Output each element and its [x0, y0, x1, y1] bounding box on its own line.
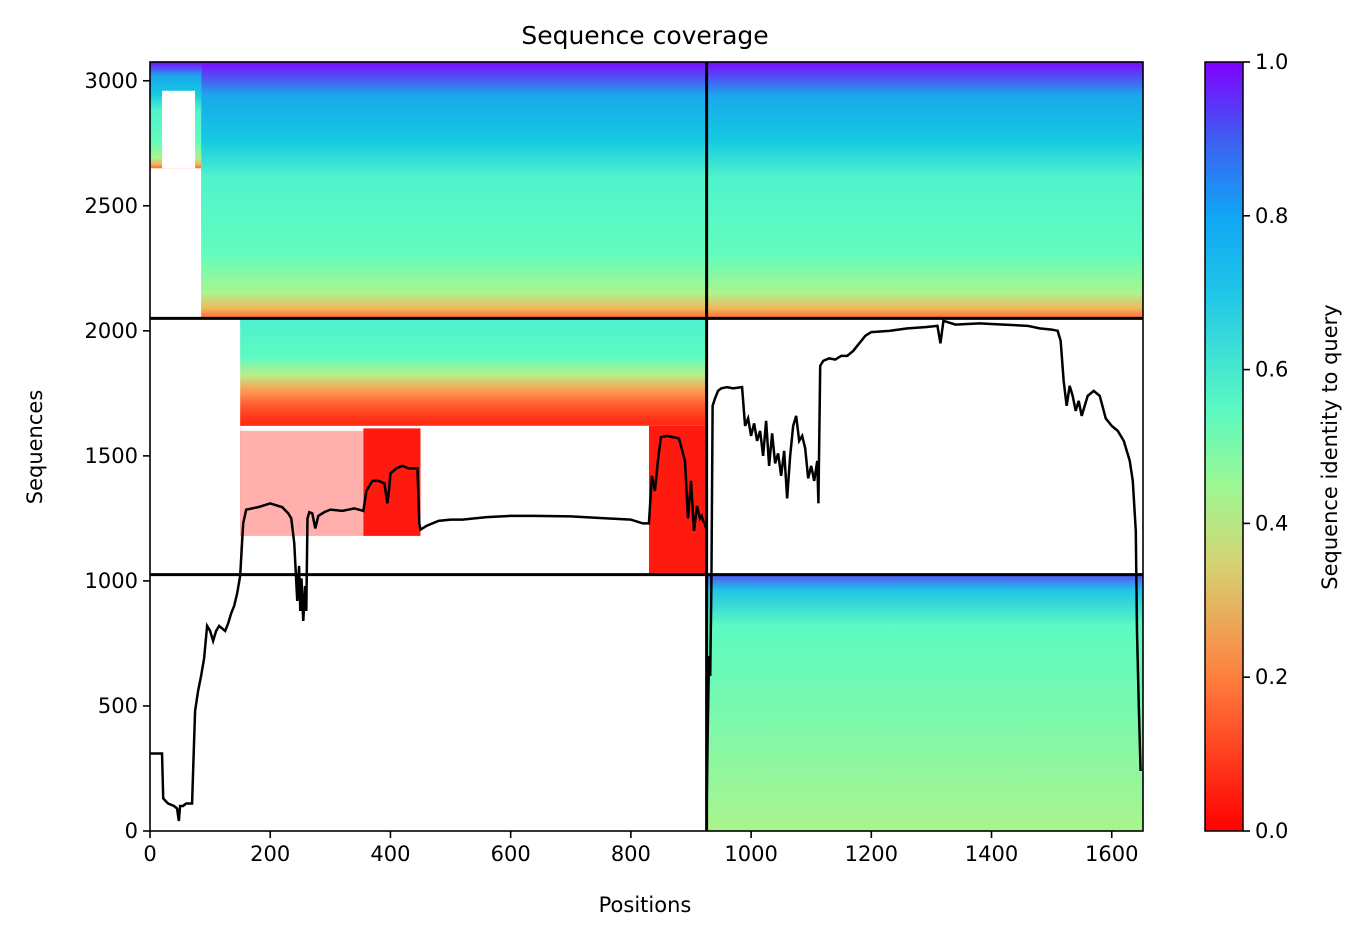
- x-tick-label: 800: [611, 842, 651, 866]
- plot-frame: [149, 61, 1144, 832]
- x-axis-label: Positions: [599, 893, 692, 917]
- x-tick-label: 400: [370, 842, 410, 866]
- x-tick-label: 200: [250, 842, 290, 866]
- y-axis-label: Sequences: [23, 390, 47, 505]
- colorbar-label: Sequence identity to query: [1318, 304, 1342, 589]
- gap-region: [162, 90, 196, 169]
- coverage-block: [201, 62, 707, 319]
- colorbar-tick-label: 0.2: [1255, 665, 1288, 689]
- x-tick-label: 1600: [1085, 842, 1138, 866]
- colorbar-gradient: [1204, 61, 1244, 832]
- y-tick-label: 1500: [85, 444, 138, 468]
- y-tick-label: 500: [98, 694, 138, 718]
- colorbar-tick-label: 0.6: [1255, 358, 1288, 382]
- colorbar: 0.0 0.2 0.4 0.6 0.8 1.0: [1204, 50, 1288, 843]
- y-tick-label: 1000: [85, 569, 138, 593]
- colorbar-tick-label: 0.0: [1255, 819, 1288, 843]
- y-tick-label: 0: [125, 819, 138, 843]
- x-axis: 0 200 400 600 800 1000 1200 1400 1600: [143, 831, 1138, 866]
- x-tick-label: 0: [143, 842, 156, 866]
- colorbar-tick-label: 0.8: [1255, 204, 1288, 228]
- y-axis: 0 500 1000 1500 2000 2500 3000: [85, 69, 150, 843]
- coverage-block: [240, 430, 364, 536]
- y-tick-label: 2000: [85, 319, 138, 343]
- coverage-line: [705, 319, 1142, 812]
- x-tick-label: 1000: [724, 842, 777, 866]
- gap-region: [420, 425, 649, 575]
- colorbar-tick-label: 0.4: [1255, 511, 1288, 535]
- x-tick-label: 1400: [965, 842, 1018, 866]
- plot-area: [149, 61, 1144, 832]
- y-tick-label: 3000: [85, 69, 138, 93]
- coverage-block: [706, 574, 1143, 831]
- y-tick-label: 2500: [85, 194, 138, 218]
- colorbar-tick-label: 1.0: [1255, 50, 1288, 74]
- x-tick-label: 1200: [845, 842, 898, 866]
- x-tick-label: 600: [491, 842, 531, 866]
- coverage-block: [648, 425, 707, 575]
- chart-title: Sequence coverage: [521, 21, 768, 50]
- coverage-line: [150, 434, 708, 822]
- coverage-block: [706, 62, 1143, 319]
